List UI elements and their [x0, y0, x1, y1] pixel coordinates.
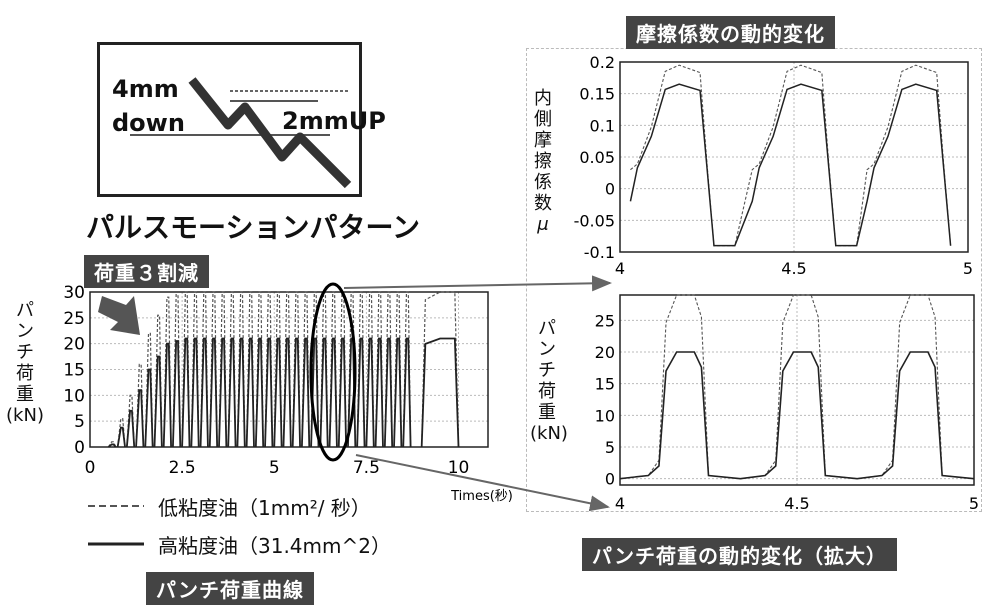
fric-ylabel-6: μ [537, 214, 549, 235]
y-tick-label-1: 5 [74, 412, 85, 432]
fric-ylabel-3: 擦 [534, 151, 552, 172]
pulse-pattern-title: パルスモーションパターン [86, 211, 421, 244]
y-tick-label-3: 15 [595, 375, 615, 394]
series-low-viscosity [630, 64, 952, 247]
x-tick-label-2: 5 [963, 259, 973, 278]
fric-ylabel-1: 側 [534, 109, 552, 130]
friction-coefficient-chart: -0.1 -0.05 0 0.05 0.1 0.15 0.2 4 4.5 5 [574, 53, 974, 278]
zoom-ylabel-0: パ [538, 318, 556, 339]
y-tick-label-3: 0.05 [579, 148, 615, 167]
plot-frame [619, 61, 969, 253]
legend-dashed-swatch [88, 505, 144, 507]
y-tick-label-0: 0 [74, 438, 85, 458]
y-tick-label-4: 20 [595, 343, 615, 362]
y-tick-label-2: 10 [63, 386, 85, 406]
fric-ylabel-5: 数 [534, 193, 552, 214]
x-tick-label-0: 4 [615, 494, 625, 513]
friction-banner: 摩擦係数の動的変化 [626, 16, 835, 49]
y-tick-label-4: 20 [63, 335, 85, 355]
legend-dashed-label: 低粘度油（1mm²/ 秒） [158, 496, 371, 520]
friction-ylabel: 内 側 摩 擦 係 数 μ [526, 88, 560, 235]
series-high-viscosity [629, 83, 952, 247]
y-tick-label-4: 0.1 [590, 116, 615, 135]
legend-solid-swatch [88, 542, 144, 546]
x-axis-label: Times(秒) [450, 489, 513, 504]
series-high-viscosity [619, 351, 975, 480]
fric-ylabel-2: 摩 [534, 130, 552, 151]
series-high-viscosity [107, 337, 460, 448]
left-ylabel-4: 重 [16, 384, 34, 405]
punch-load-zoom-chart: 0 5 10 15 20 25 4 4.5 5 [595, 294, 979, 513]
x-tick-label-2: 5 [269, 458, 280, 478]
left-punch-load-chart: 0 5 10 15 20 25 30 0 2.5 5 7.5 10 Times(秒) [63, 283, 513, 504]
zoom-ylabel-1: ン [538, 339, 556, 360]
fric-ylabel-4: 係 [534, 172, 552, 193]
fric-ylabel-0: 内 [534, 88, 552, 109]
y-tick-label-6: 0.2 [590, 53, 615, 72]
y-tick-label-6: 30 [63, 283, 85, 303]
y-tick-label-5: 0.15 [579, 85, 615, 104]
y-tick-label-2: 0 [605, 180, 615, 199]
label-down: down [112, 109, 185, 137]
y-tick-label-0: 0 [605, 470, 615, 489]
y-tick-label-1: -0.05 [574, 211, 615, 230]
zoom-ylabel-3: 荷 [538, 381, 556, 402]
label-depth: 4mm [112, 75, 179, 103]
x-tick-label-4: 10 [448, 458, 470, 478]
y-tick-label-3: 15 [63, 361, 85, 381]
y-tick-label-2: 10 [595, 406, 615, 425]
zoom-ylabel-2: チ [538, 360, 556, 381]
series-low-viscosity [619, 294, 975, 480]
x-tick-label-1: 2.5 [169, 458, 196, 478]
punch-zoom-banner: パンチ荷重の動的変化（拡大） [582, 538, 897, 571]
left-ylabel-2: チ [16, 342, 34, 363]
zoom-ylabel-4: 重 [538, 402, 556, 423]
left-chart-caption: パンチ荷重曲線 [146, 572, 314, 605]
x-tick-label-1: 4.5 [784, 494, 809, 513]
left-ylabel-0: パ [16, 300, 34, 321]
legend-solid-label: 高粘度油（31.4mm^2） [158, 534, 391, 558]
label-up: 2mmUP [282, 107, 386, 135]
pulse-path [188, 77, 352, 189]
pulse-pattern-box: 4mm down 2mmUP [97, 42, 386, 197]
left-ylabel-3: 荷 [16, 363, 34, 384]
left-chart-ylabel: パ ン チ 荷 重 (kN) [6, 300, 44, 426]
left-ylabel-1: ン [16, 321, 34, 342]
left-ylabel-5: (kN) [6, 405, 44, 426]
reduction-banner: 荷重３割減 [84, 255, 209, 288]
x-tick-label-0: 4 [615, 259, 625, 278]
zoom-ylabel-5: (kN) [530, 423, 568, 444]
y-tick-label-5: 25 [595, 311, 615, 330]
pulse-pattern-drawing [130, 77, 352, 189]
x-tick-label-3: 7.5 [353, 458, 380, 478]
y-tick-label-0: -0.1 [584, 243, 615, 262]
x-tick-label-0: 0 [85, 458, 96, 478]
x-tick-label-1: 4.5 [781, 259, 806, 278]
y-tick-label-5: 25 [63, 309, 85, 329]
punch-zoom-ylabel: パ ン チ 荷 重 (kN) [530, 318, 568, 444]
y-tick-label-1: 5 [605, 438, 615, 457]
x-tick-label-2: 5 [969, 494, 979, 513]
